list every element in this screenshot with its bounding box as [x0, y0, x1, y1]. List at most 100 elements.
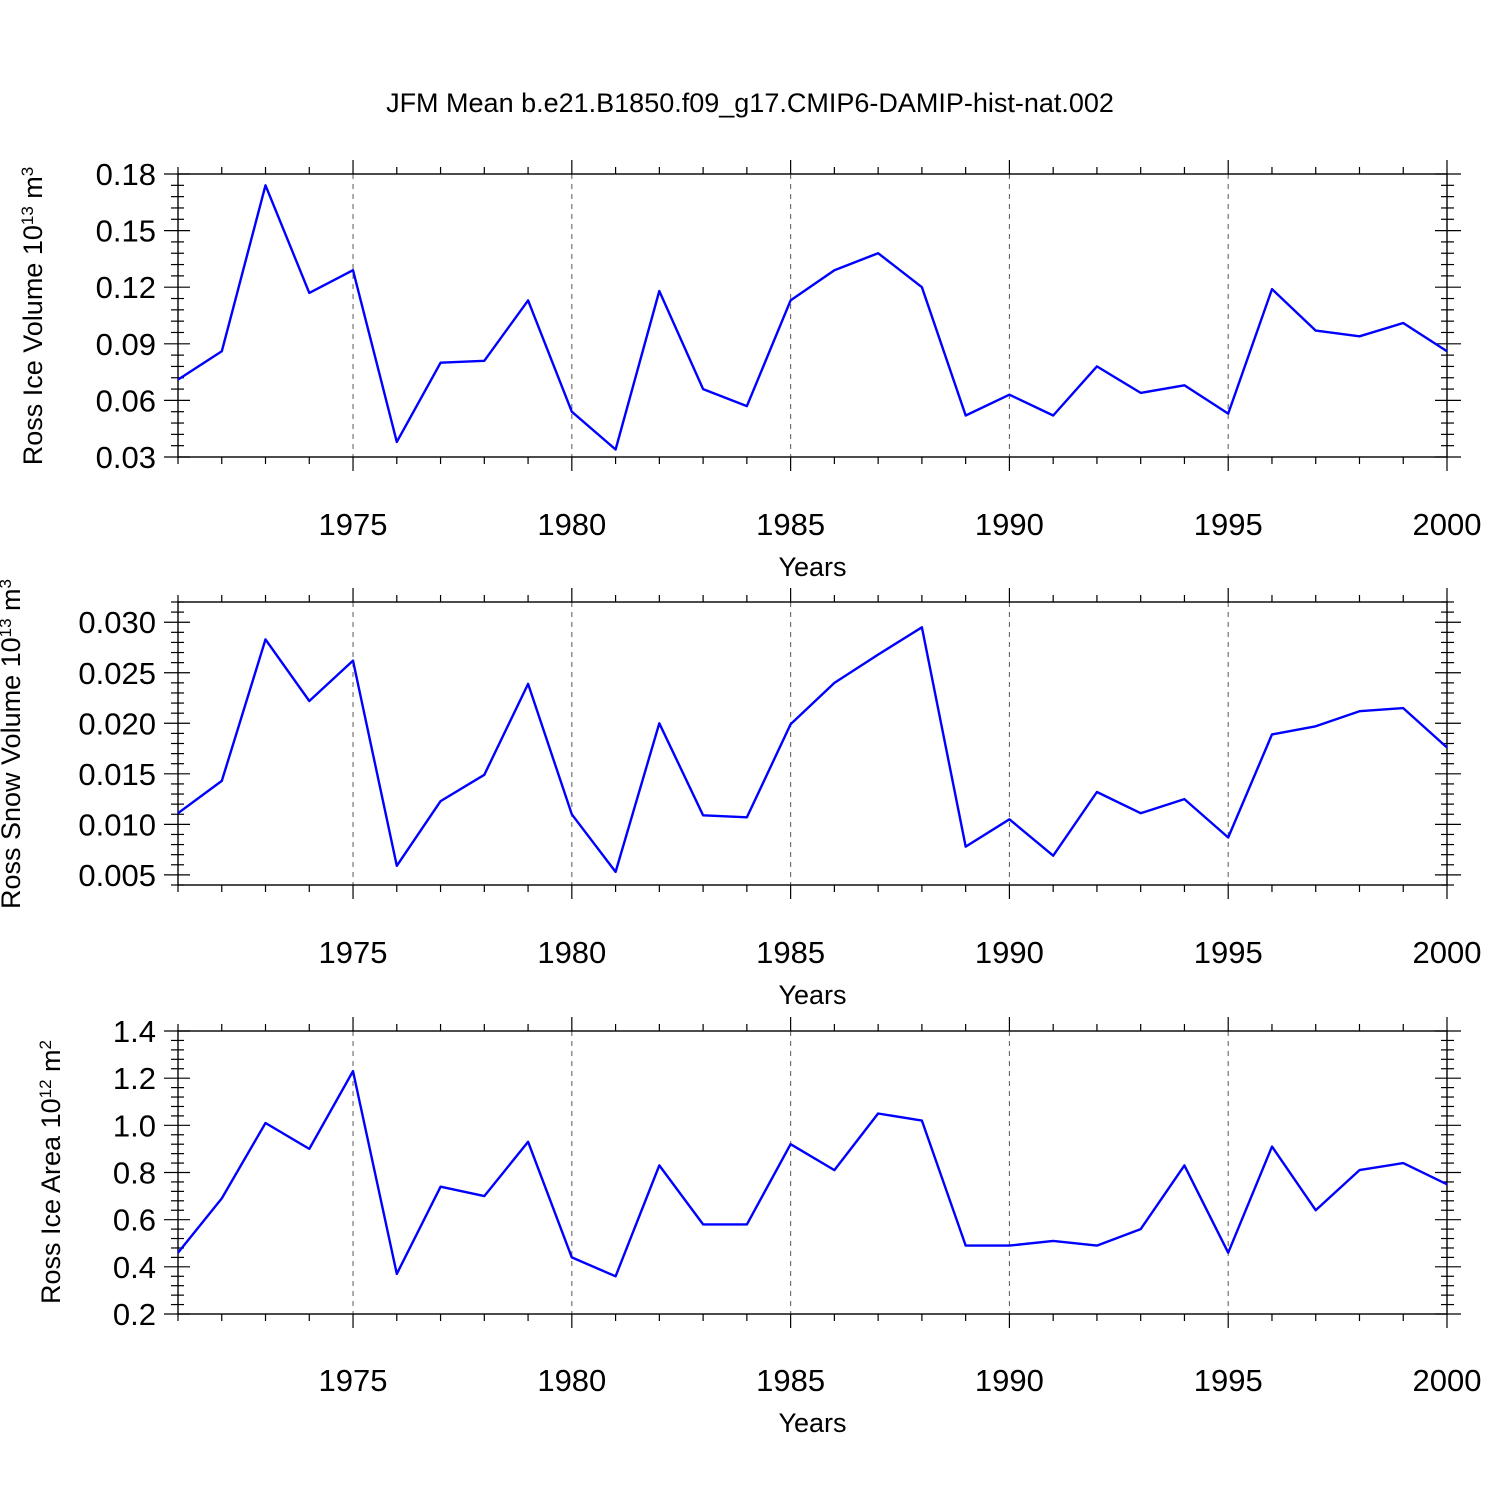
data-point — [570, 410, 574, 414]
x-tick-label: 1990 — [975, 935, 1044, 970]
y-tick-label: 0.8 — [113, 1156, 156, 1191]
data-point — [1139, 1227, 1143, 1231]
y-axis-label: Ross Ice Area 1012 m2 — [36, 1040, 67, 1304]
plot-frame — [177, 173, 1448, 458]
data-point — [1182, 383, 1186, 387]
y-tick-label: 0.18 — [96, 157, 156, 192]
chart-panel-1: 0.03 0.06 0.09 0.12 0.15 0.18 1975 1980 1985 1990… — [18, 157, 1482, 582]
data-point — [526, 682, 530, 686]
data-point — [876, 251, 880, 255]
data-point — [1051, 413, 1055, 417]
x-tick-label: 1980 — [537, 935, 606, 970]
data-point — [1051, 1239, 1055, 1243]
data-point — [614, 447, 618, 451]
y-axis-label: Ross Snow Volume 1013 m3 — [0, 579, 26, 909]
data-point — [482, 1194, 486, 1198]
x-axis-label: Years — [778, 980, 846, 1010]
data-point — [439, 799, 443, 803]
y-tick-label: 1.2 — [113, 1061, 156, 1096]
data-point — [1445, 746, 1449, 750]
data-series-line — [177, 626, 1448, 874]
data-point — [351, 268, 355, 272]
data-series-line — [177, 1069, 1448, 1278]
x-tick-label: 1995 — [1194, 935, 1263, 970]
data-point — [964, 413, 968, 417]
data-point — [176, 378, 180, 382]
chart-panel-2: 0.005 0.010 0.015 0.020 0.025 0.030 1975 1980 19… — [0, 579, 1481, 1010]
data-point — [1226, 835, 1230, 839]
data-point — [1007, 393, 1011, 397]
data-point — [439, 361, 443, 365]
data-point — [1357, 334, 1361, 338]
data-point — [176, 811, 180, 815]
data-point — [482, 359, 486, 363]
data-point — [1051, 854, 1055, 858]
x-tick-label: 1995 — [1194, 507, 1263, 542]
x-tick-label: 1975 — [319, 507, 388, 542]
plot-frame — [177, 1030, 1448, 1315]
data-point — [351, 1069, 355, 1073]
data-point — [307, 291, 311, 295]
x-tick-label: 1995 — [1194, 1363, 1263, 1398]
data-point — [614, 1274, 618, 1278]
y-tick-label: 0.015 — [78, 757, 156, 792]
y-tick-label: 0.06 — [96, 383, 156, 418]
data-point — [1357, 709, 1361, 713]
data-point — [1139, 811, 1143, 815]
chart-title: JFM Mean b.e21.B1850.f09_g17.CMIP6-DAMIP… — [386, 88, 1114, 118]
data-point — [264, 183, 268, 187]
data-point — [264, 637, 268, 641]
data-point — [832, 1168, 836, 1172]
y-tick-label: 0.4 — [113, 1250, 156, 1285]
x-axis-label: Years — [778, 552, 846, 582]
data-point — [1007, 1244, 1011, 1248]
data-point — [832, 268, 836, 272]
data-point — [1182, 797, 1186, 801]
data-point — [920, 285, 924, 289]
y-tick-label: 1.4 — [113, 1014, 156, 1049]
data-point — [395, 1272, 399, 1276]
data-point — [745, 1222, 749, 1226]
data-point — [570, 1255, 574, 1259]
data-point — [745, 404, 749, 408]
data-point — [1314, 1208, 1318, 1212]
data-point — [789, 1142, 793, 1146]
y-tick-label: 0.6 — [113, 1203, 156, 1238]
x-tick-label: 1985 — [756, 507, 825, 542]
y-tick-label: 0.005 — [78, 858, 156, 893]
data-point — [570, 812, 574, 816]
data-point — [176, 1251, 180, 1255]
data-point — [614, 870, 618, 874]
x-tick-label: 1980 — [537, 1363, 606, 1398]
data-point — [964, 1244, 968, 1248]
data-point — [1401, 321, 1405, 325]
data-point — [789, 722, 793, 726]
y-tick-label: 0.2 — [113, 1297, 156, 1332]
data-point — [657, 721, 661, 725]
data-point — [1270, 287, 1274, 291]
data-point — [1226, 1251, 1230, 1255]
y-axis-label: Ross Ice Volume 1013 m3 — [18, 167, 49, 466]
data-point — [657, 1163, 661, 1167]
data-point — [482, 773, 486, 777]
data-point — [307, 1147, 311, 1151]
data-point — [657, 289, 661, 293]
chart-panel-3: 0.2 0.4 0.6 0.8 1.0 1.2 1.4 1975 1980 1985 1990 199… — [36, 1014, 1482, 1438]
data-point — [1095, 364, 1099, 368]
data-series-line — [177, 184, 1448, 451]
plot-frame — [177, 601, 1448, 886]
data-point — [307, 699, 311, 703]
data-point — [1270, 1145, 1274, 1149]
y-tick-label: 0.03 — [96, 440, 156, 475]
data-point — [1401, 1161, 1405, 1165]
x-tick-label: 1980 — [537, 507, 606, 542]
data-point — [1226, 412, 1230, 416]
data-point — [920, 1119, 924, 1123]
data-point — [1095, 1244, 1099, 1248]
data-point — [1270, 732, 1274, 736]
data-point — [920, 625, 924, 629]
data-point — [1095, 790, 1099, 794]
data-point — [701, 813, 705, 817]
x-tick-label: 1975 — [319, 1363, 388, 1398]
